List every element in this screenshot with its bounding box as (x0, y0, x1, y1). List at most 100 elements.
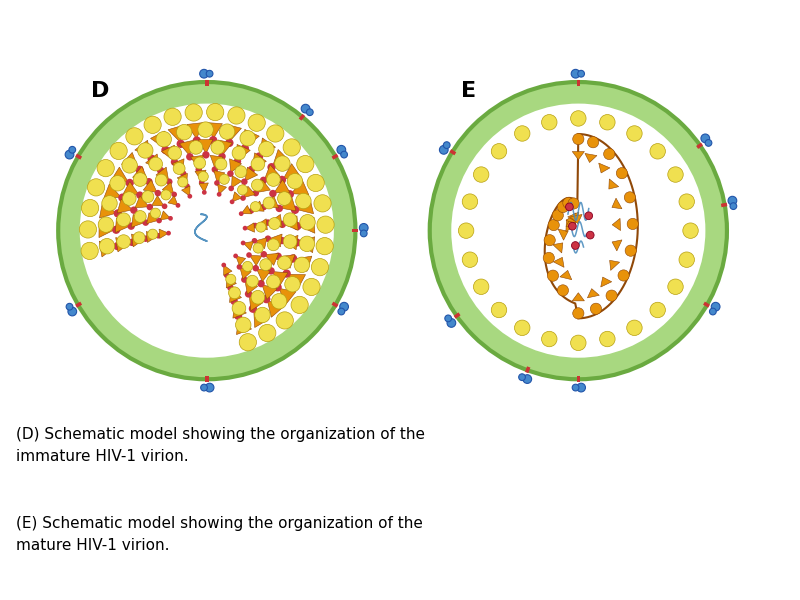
Circle shape (202, 190, 206, 195)
Polygon shape (242, 205, 251, 214)
Polygon shape (283, 216, 298, 230)
Circle shape (278, 191, 291, 205)
Circle shape (544, 235, 555, 246)
Polygon shape (298, 114, 306, 121)
Circle shape (577, 383, 586, 392)
Circle shape (127, 223, 135, 230)
Circle shape (616, 167, 627, 179)
Circle shape (258, 142, 274, 157)
Circle shape (218, 152, 226, 160)
Polygon shape (146, 232, 158, 242)
Polygon shape (283, 235, 298, 250)
Circle shape (301, 104, 310, 113)
Polygon shape (232, 192, 242, 202)
Circle shape (474, 167, 489, 182)
Circle shape (679, 194, 694, 209)
Circle shape (222, 263, 226, 268)
Circle shape (286, 190, 294, 199)
Polygon shape (156, 167, 169, 181)
Polygon shape (131, 214, 145, 227)
Circle shape (514, 320, 530, 335)
Polygon shape (160, 211, 170, 220)
Circle shape (166, 231, 171, 236)
Polygon shape (572, 152, 585, 160)
Circle shape (187, 194, 192, 199)
Circle shape (572, 384, 579, 391)
Circle shape (80, 104, 334, 358)
Circle shape (171, 191, 177, 197)
Circle shape (81, 242, 98, 260)
Polygon shape (182, 186, 190, 196)
Polygon shape (299, 217, 315, 233)
Polygon shape (206, 122, 222, 139)
Polygon shape (255, 238, 267, 248)
Circle shape (173, 163, 185, 175)
Polygon shape (570, 214, 582, 224)
Circle shape (578, 70, 585, 77)
Polygon shape (331, 154, 338, 160)
Circle shape (710, 308, 716, 315)
Circle shape (267, 163, 276, 172)
Circle shape (300, 215, 315, 230)
Circle shape (134, 173, 147, 187)
Circle shape (274, 253, 282, 260)
Circle shape (261, 204, 267, 211)
Circle shape (439, 145, 448, 154)
Circle shape (168, 216, 173, 221)
Circle shape (239, 334, 257, 351)
Circle shape (155, 233, 161, 239)
Circle shape (568, 198, 579, 209)
Polygon shape (612, 240, 622, 251)
Circle shape (58, 82, 355, 379)
Circle shape (168, 146, 182, 160)
Circle shape (571, 70, 580, 78)
Circle shape (542, 115, 557, 130)
Polygon shape (143, 180, 157, 193)
Polygon shape (331, 302, 338, 308)
Circle shape (307, 175, 324, 191)
Circle shape (149, 157, 162, 171)
Circle shape (164, 108, 181, 125)
Circle shape (189, 140, 202, 154)
Circle shape (134, 211, 146, 223)
Circle shape (235, 166, 246, 178)
Polygon shape (553, 243, 563, 253)
Circle shape (570, 335, 586, 350)
Circle shape (249, 305, 257, 313)
Circle shape (240, 131, 255, 146)
Circle shape (728, 196, 737, 205)
Circle shape (178, 177, 188, 187)
Circle shape (587, 137, 598, 148)
Circle shape (265, 235, 271, 242)
Circle shape (254, 307, 270, 323)
Circle shape (156, 218, 162, 223)
Polygon shape (214, 170, 225, 182)
Polygon shape (256, 219, 267, 230)
Polygon shape (230, 159, 242, 173)
Circle shape (491, 302, 506, 318)
Circle shape (69, 146, 76, 153)
Polygon shape (566, 216, 576, 227)
Circle shape (147, 155, 156, 163)
Polygon shape (233, 302, 246, 318)
Circle shape (262, 295, 270, 303)
Circle shape (215, 158, 227, 170)
Circle shape (253, 190, 259, 196)
Circle shape (316, 238, 334, 255)
Circle shape (117, 213, 130, 227)
Circle shape (250, 202, 261, 212)
Circle shape (251, 179, 263, 191)
Circle shape (547, 270, 558, 281)
Circle shape (462, 194, 478, 209)
Polygon shape (262, 284, 277, 299)
Circle shape (126, 179, 134, 187)
Circle shape (97, 160, 114, 177)
Circle shape (282, 269, 291, 278)
Circle shape (241, 144, 249, 152)
Circle shape (514, 126, 530, 141)
Circle shape (166, 178, 173, 185)
Polygon shape (218, 184, 226, 194)
Circle shape (98, 217, 114, 232)
Circle shape (66, 304, 73, 310)
Polygon shape (245, 167, 258, 181)
